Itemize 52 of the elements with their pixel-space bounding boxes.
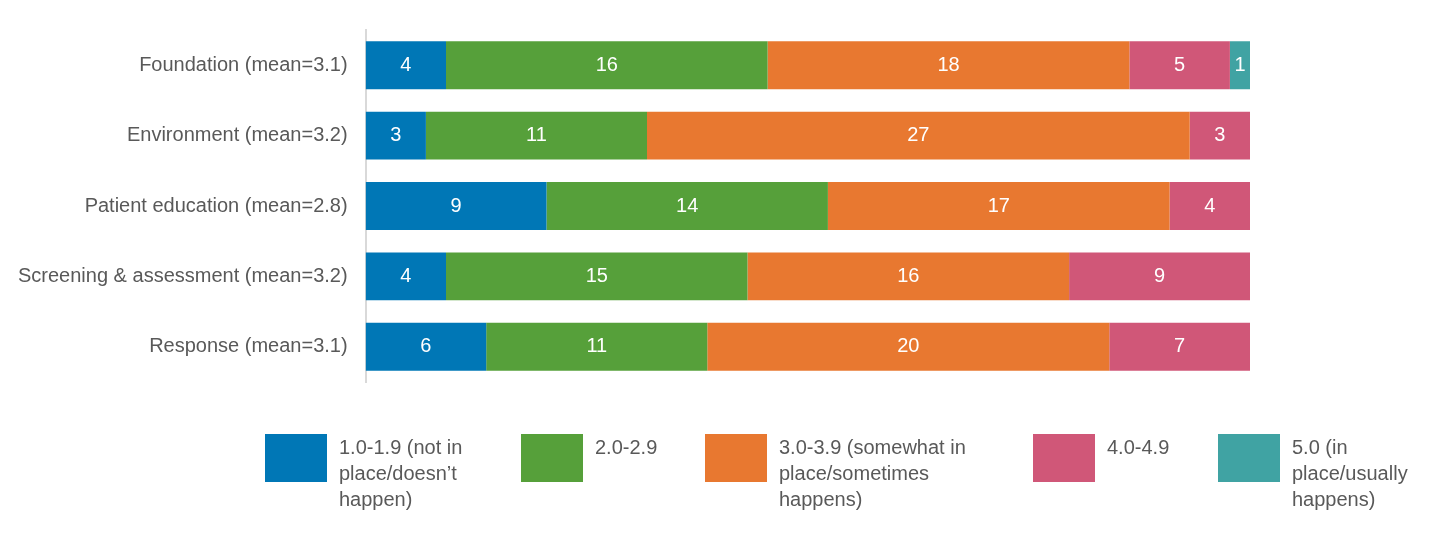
bar [747, 252, 1070, 301]
bar [365, 182, 547, 230]
data-label: 14 [676, 193, 699, 216]
data-label: 5 [1174, 52, 1186, 75]
y-tick-label: Foundation (mean=3.1) [139, 52, 348, 75]
y-tick-label: Environment (mean=3.2) [126, 123, 348, 146]
bar [446, 41, 768, 90]
data-label: 3 [390, 123, 402, 146]
legend-label: 5.0 (in place/usually happens) [1292, 435, 1409, 512]
data-label: 4 [1204, 193, 1216, 216]
legend-label: 1.0-1.9 (not in place/doesn’t happen) [339, 435, 464, 512]
bar [365, 41, 447, 90]
data-label: 27 [907, 123, 930, 146]
legend-label: 2.0-2.9 [595, 435, 658, 460]
bar [365, 322, 487, 371]
data-label: 4 [400, 52, 412, 75]
data-label: 9 [1153, 263, 1166, 286]
data-label: 17 [987, 193, 1010, 216]
data-label: 18 [937, 52, 960, 75]
data-label: 16 [595, 52, 618, 75]
y-tick-label: Screening & assessment (mean=3.2) [18, 263, 348, 286]
y-tick-label: Patient education (mean=2.8) [84, 193, 348, 216]
bar [767, 41, 1130, 90]
data-label: 11 [526, 123, 547, 146]
data-label: 15 [585, 263, 608, 286]
bar [707, 322, 1110, 371]
data-label: 1 [1234, 52, 1246, 75]
bar [1169, 182, 1250, 230]
bar [546, 182, 828, 230]
bar [1109, 322, 1250, 371]
bar [647, 111, 1190, 160]
data-label: 16 [897, 263, 920, 286]
data-label: 20 [897, 334, 920, 357]
bar [446, 252, 748, 301]
y-tick-label: Response (mean=3.1) [149, 334, 348, 357]
data-label: 3 [1214, 123, 1226, 146]
bar [365, 111, 426, 160]
data-label: 9 [450, 193, 462, 216]
legend-label: 4.0-4.9 [1107, 435, 1170, 460]
bar [827, 182, 1170, 230]
data-label: 6 [420, 334, 432, 357]
bar [1069, 252, 1250, 301]
data-label: 7 [1174, 334, 1186, 357]
bar [365, 252, 447, 301]
bar [1129, 41, 1230, 90]
bar [1229, 41, 1250, 90]
bar [425, 111, 648, 160]
data-label: 11 [586, 334, 608, 357]
legend-label: 3.0-3.9 (somewhat in place/sometimes happens) [779, 435, 967, 512]
bar [1189, 111, 1250, 160]
data-label: 4 [400, 263, 412, 286]
bar [486, 322, 708, 371]
